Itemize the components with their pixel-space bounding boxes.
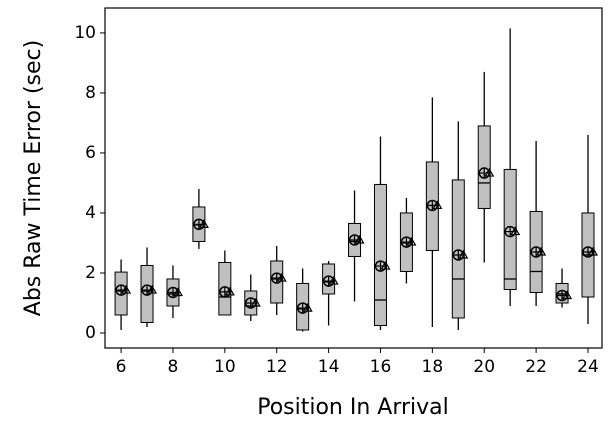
- mean-cross: [219, 286, 230, 297]
- x-tick-label: 16: [370, 357, 392, 377]
- mean-cross: [531, 246, 542, 257]
- mean-cross: [116, 285, 127, 296]
- y-tick-label: 6: [85, 143, 96, 163]
- mean-cross: [245, 297, 256, 308]
- mean-cross: [557, 290, 568, 301]
- mean-cross: [349, 234, 360, 245]
- x-tick-label: 12: [266, 357, 288, 377]
- y-tick-label: 8: [85, 83, 96, 103]
- x-tick-label: 20: [473, 357, 495, 377]
- x-tick-label: 18: [422, 357, 444, 377]
- y-axis-label: Abs Raw Time Error (sec): [21, 40, 46, 316]
- mean-cross: [505, 226, 516, 237]
- mean-cross: [142, 285, 153, 296]
- y-tick-label: 10: [74, 23, 96, 43]
- y-tick-label: 0: [85, 323, 96, 343]
- y-tick-label: 2: [85, 263, 96, 283]
- mean-cross: [401, 237, 412, 248]
- plot-frame: [104, 7, 603, 349]
- box: [451, 179, 465, 319]
- mean-cross: [427, 200, 438, 211]
- mean-cross: [453, 249, 464, 260]
- x-tick-label: 22: [525, 357, 547, 377]
- x-tick-label: 10: [214, 357, 236, 377]
- y-tick-label: 4: [85, 203, 96, 223]
- mean-cross: [193, 219, 204, 230]
- mean-cross: [323, 276, 334, 287]
- mean-cross: [297, 303, 308, 314]
- box: [477, 125, 491, 209]
- mean-cross: [582, 246, 593, 257]
- x-tick-label: 6: [116, 357, 127, 377]
- mean-cross: [271, 273, 282, 284]
- x-axis-label: Position In Arrival: [257, 395, 449, 420]
- mean-cross: [167, 287, 178, 298]
- x-tick-label: 8: [168, 357, 179, 377]
- box: [373, 183, 387, 326]
- x-tick-label: 14: [318, 357, 340, 377]
- x-tick-label: 24: [577, 357, 599, 377]
- mean-cross: [375, 261, 386, 272]
- mean-cross: [479, 168, 490, 179]
